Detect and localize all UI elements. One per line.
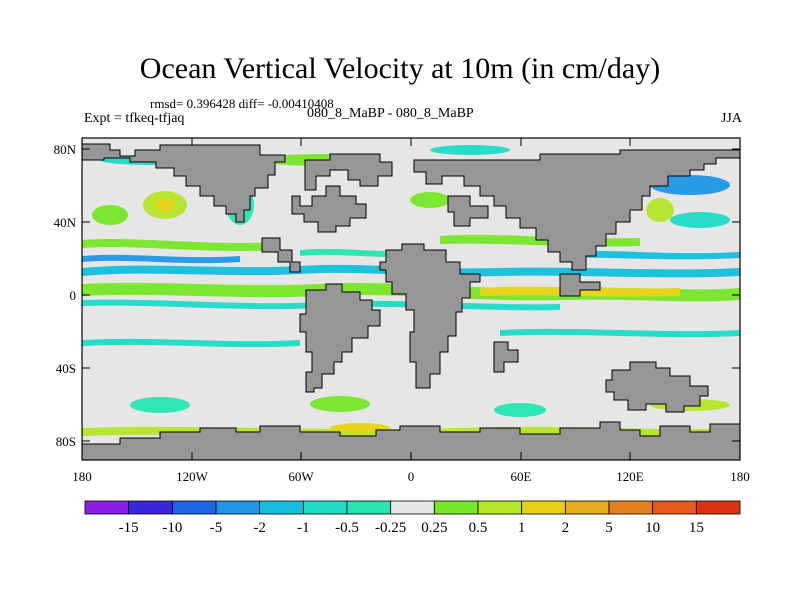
lat-label-80s: 80S xyxy=(56,434,76,449)
lon-label-120e: 120E xyxy=(616,469,644,484)
lon-label-180w: 180 xyxy=(72,469,92,484)
colorbar-label: 2 xyxy=(562,520,570,536)
colorbar-label: -0.5 xyxy=(335,520,359,536)
colorbar-swatch xyxy=(608,500,654,515)
landmass-africa xyxy=(379,243,481,389)
land-masses xyxy=(81,143,741,461)
lat-label-40s: 40S xyxy=(56,361,76,376)
landmass-madagascar xyxy=(493,341,519,373)
colorbar-label: 0.5 xyxy=(469,520,488,536)
colorbar-swatch xyxy=(346,500,392,515)
lat-axis xyxy=(82,148,740,442)
lon-label-60w: 60W xyxy=(288,469,314,484)
landmass-europe xyxy=(291,185,367,233)
season-label: JJA xyxy=(720,111,742,126)
colorbar: -15 -10 -5 -2 -1 -0.5 -0.25 0.25 0.5 1 2 5 10 15 xyxy=(84,500,741,536)
landmass-north-america xyxy=(81,143,286,223)
colorbar-label: -1 xyxy=(297,520,310,536)
colorbar-label: -2 xyxy=(253,520,266,536)
lat-label-40n: 40N xyxy=(54,215,77,230)
colorbar-label: 5 xyxy=(605,520,613,536)
colorbar-label: 0.25 xyxy=(421,520,447,536)
lat-label-0: 0 xyxy=(70,288,77,303)
colorbar-swatch xyxy=(390,500,435,515)
landmass-central-america xyxy=(261,237,301,273)
landmass-middle-east xyxy=(447,195,489,227)
colorbar-swatch xyxy=(652,500,697,515)
colorbar-swatch xyxy=(433,500,479,515)
colorbar-swatch xyxy=(84,500,130,515)
colorbar-label: 10 xyxy=(645,520,660,536)
lon-axis xyxy=(191,138,631,460)
landmass-south-america xyxy=(299,283,381,393)
colorbar-label: 15 xyxy=(689,520,704,536)
landmass-southeast-asia xyxy=(559,273,601,297)
stats-text: rmsd= 0.396428 diff= -0.00410408 xyxy=(150,96,334,111)
lon-label-60e: 60E xyxy=(511,469,532,484)
experiment-text: Expt = tfkeq-tfjaq xyxy=(84,111,185,126)
runs-text: 080_8_MaBP - 080_8_MaBP xyxy=(307,106,474,121)
landmass-greenland xyxy=(304,153,393,191)
colorbar-swatch xyxy=(695,500,741,515)
lon-label-180e: 180 xyxy=(730,469,750,484)
colorbar-swatch xyxy=(564,500,610,515)
colorbar-label: -0.25 xyxy=(375,520,406,536)
colorbar-swatch xyxy=(477,500,523,515)
colorbar-label: -10 xyxy=(162,520,182,536)
landmass-asia xyxy=(413,149,741,271)
lon-label-120w: 120W xyxy=(176,469,209,484)
colorbar-swatch xyxy=(128,500,173,515)
colorbar-label: -15 xyxy=(119,520,139,536)
lat-label-80n: 80N xyxy=(54,142,77,157)
landmass-australia xyxy=(605,361,709,413)
colorbar-label: 1 xyxy=(518,520,526,536)
colorbar-swatch xyxy=(171,500,217,515)
colorbar-swatch xyxy=(259,500,304,515)
map-title: Ocean Vertical Velocity at 10m (in cm/da… xyxy=(139,52,661,85)
colorbar-swatch xyxy=(302,500,348,515)
lon-label-0: 0 xyxy=(408,469,415,484)
landmass-antarctica xyxy=(81,421,741,461)
colorbar-label: -5 xyxy=(210,520,223,536)
colorbar-swatch xyxy=(521,500,566,515)
colorbar-swatch xyxy=(215,500,261,515)
